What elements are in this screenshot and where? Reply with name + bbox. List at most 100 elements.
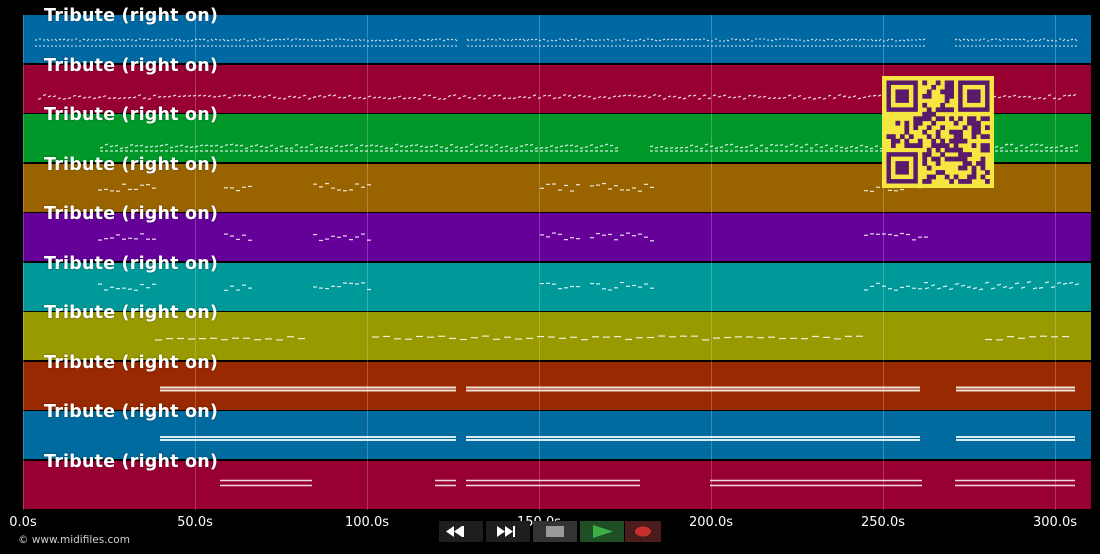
note-mark — [174, 38, 178, 42]
note-mark — [847, 96, 852, 99]
note-mark — [374, 144, 379, 147]
note-mark — [682, 97, 687, 100]
note-mark — [1072, 93, 1077, 97]
note-mark — [314, 146, 319, 150]
note-mark — [832, 96, 837, 100]
note-mark — [704, 143, 709, 146]
note-mark — [1050, 39, 1054, 42]
note-mark — [472, 97, 477, 100]
note-mark — [922, 38, 926, 41]
note-mark — [469, 143, 474, 146]
stop-icon — [546, 526, 564, 537]
rewind-button[interactable] — [439, 521, 483, 542]
note-mark — [327, 94, 332, 97]
note-mark — [157, 95, 162, 98]
note-mark — [754, 147, 759, 150]
note-mark — [46, 38, 50, 42]
note-mark — [149, 145, 154, 148]
note-mark — [487, 97, 492, 100]
note-mark — [254, 144, 259, 147]
note-mark — [47, 95, 52, 98]
note-mark — [122, 38, 126, 42]
note-mark — [222, 94, 227, 97]
note-mark — [827, 94, 832, 97]
note-mark — [779, 144, 784, 147]
note-mark — [547, 94, 552, 97]
note-mark — [689, 144, 694, 147]
note-mark — [234, 144, 239, 147]
note-mark — [139, 144, 144, 147]
note-mark — [774, 38, 778, 41]
note-mark — [422, 93, 427, 97]
note-mark — [334, 144, 339, 147]
note-mark — [609, 144, 614, 147]
record-icon — [635, 526, 651, 537]
note-mark — [589, 143, 594, 147]
note-mark — [154, 38, 158, 42]
note-mark — [724, 143, 729, 146]
note-mark — [526, 38, 530, 42]
note-mark — [1056, 281, 1062, 285]
note-mark — [307, 97, 312, 100]
note-mark — [477, 94, 482, 97]
note-mark — [1062, 282, 1068, 285]
note-mark — [319, 146, 324, 149]
play-button[interactable] — [580, 521, 624, 542]
note-mark — [442, 39, 446, 42]
note-mark — [162, 95, 167, 98]
note-mark — [586, 38, 590, 41]
note-mark — [834, 144, 839, 148]
note-mark — [309, 143, 314, 146]
note-mark — [697, 97, 702, 100]
note-mark — [372, 96, 377, 99]
note-mark — [757, 95, 762, 99]
note-mark — [317, 94, 322, 98]
note-mark — [434, 144, 439, 147]
note-mark — [282, 97, 287, 100]
note-mark — [637, 95, 642, 98]
note-mark — [502, 38, 506, 42]
note-mark — [972, 287, 978, 290]
note-mark — [726, 39, 730, 42]
note-mark — [1032, 287, 1038, 290]
note-mark — [277, 97, 282, 100]
note-mark — [102, 95, 107, 98]
note-mark — [37, 97, 42, 100]
fast-forward-button[interactable] — [486, 521, 530, 542]
note-mark — [62, 97, 67, 101]
note-mark — [1059, 144, 1064, 147]
record-button[interactable] — [625, 521, 661, 542]
note-mark — [450, 38, 454, 41]
note-mark — [739, 146, 744, 149]
note-mark — [522, 96, 527, 99]
note-mark — [62, 38, 66, 41]
note-mark — [812, 97, 817, 100]
note-mark — [864, 145, 869, 148]
note-mark — [274, 147, 279, 150]
note-mark — [397, 95, 402, 98]
note-mark — [807, 96, 812, 99]
note-mark — [257, 95, 262, 98]
note-mark — [398, 39, 402, 42]
note-mark — [42, 93, 47, 97]
note-mark — [152, 94, 157, 97]
note-mark — [497, 94, 502, 97]
note-mark — [99, 146, 104, 149]
note-mark — [178, 38, 182, 42]
note-mark — [1038, 286, 1044, 289]
note-mark — [466, 38, 470, 42]
note-mark — [530, 38, 534, 41]
qr-code-graphic — [882, 76, 994, 188]
note-mark — [484, 144, 489, 147]
note-mark — [522, 38, 526, 42]
note-mark — [714, 147, 719, 150]
note-mark — [1010, 38, 1014, 41]
stop-button[interactable] — [533, 521, 577, 542]
note-mark — [1020, 286, 1026, 289]
note-mark — [787, 94, 792, 97]
note-mark — [124, 146, 129, 149]
note-mark — [518, 38, 522, 41]
note-mark — [226, 39, 230, 42]
note-mark — [657, 94, 662, 97]
note-mark — [182, 94, 187, 98]
